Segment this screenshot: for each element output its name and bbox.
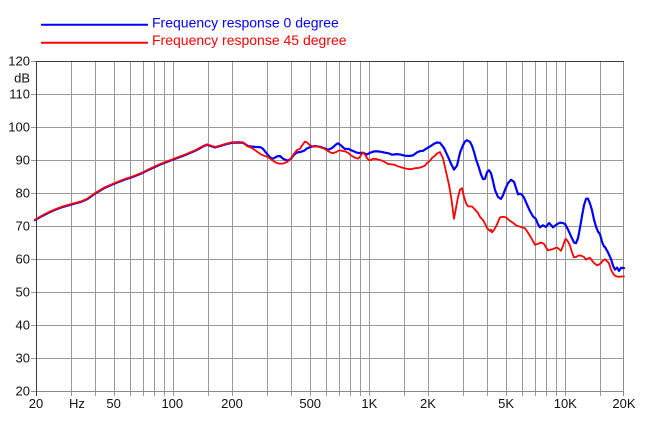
svg-text:5K: 5K: [498, 396, 514, 411]
svg-text:100: 100: [8, 120, 30, 135]
svg-text:500: 500: [299, 396, 321, 411]
svg-text:Hz: Hz: [69, 396, 85, 411]
svg-text:50: 50: [16, 285, 30, 300]
svg-text:50: 50: [106, 396, 120, 411]
svg-text:30: 30: [16, 351, 30, 366]
svg-text:Frequency response 45 degree: Frequency response 45 degree: [152, 32, 347, 48]
svg-text:20: 20: [16, 384, 30, 399]
svg-text:100: 100: [161, 396, 183, 411]
svg-text:Frequency response 0 degree: Frequency response 0 degree: [152, 14, 339, 30]
svg-text:70: 70: [16, 219, 30, 234]
svg-text:60: 60: [16, 252, 30, 267]
svg-text:80: 80: [16, 186, 30, 201]
svg-text:120: 120: [8, 54, 30, 69]
svg-text:10K: 10K: [554, 396, 577, 411]
svg-text:40: 40: [16, 318, 30, 333]
svg-text:20: 20: [29, 396, 43, 411]
svg-text:1K: 1K: [361, 396, 377, 411]
svg-text:20K: 20K: [612, 396, 635, 411]
svg-text:90: 90: [16, 153, 30, 168]
svg-text:110: 110: [9, 87, 30, 102]
svg-text:200: 200: [221, 396, 243, 411]
svg-text:2K: 2K: [420, 396, 436, 411]
svg-text:dB: dB: [14, 71, 30, 86]
